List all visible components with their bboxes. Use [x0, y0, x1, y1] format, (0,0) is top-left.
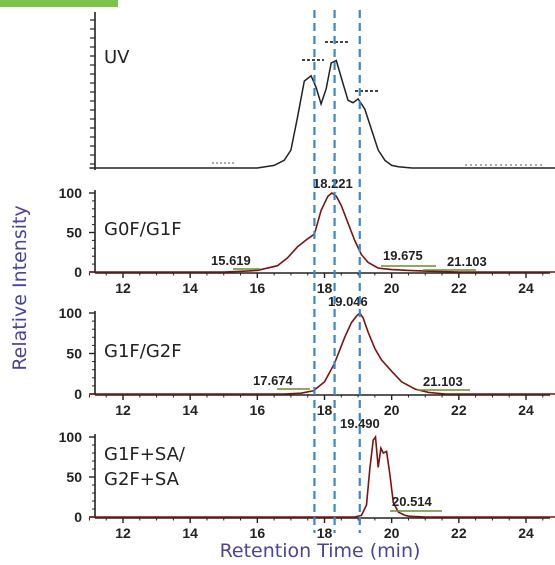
x-tick-label: 24 — [518, 402, 534, 418]
panel-g1f-sa: 12 14 16 18 20 22 24 0 50 100 G1F+SA/G2F+SA 19.49… — [59, 416, 555, 541]
y-tick-label: 50 — [66, 225, 82, 241]
x-tick-label: 20 — [384, 525, 400, 541]
p3-peak-label-main: 19.046 — [328, 294, 368, 309]
y-tick-label: 100 — [59, 305, 83, 321]
x-tick-label: 12 — [115, 525, 131, 541]
p4-peak-label-a: 20.514 — [392, 494, 433, 509]
x-tick-label: 16 — [250, 280, 266, 296]
x-tick-label: 16 — [250, 525, 266, 541]
x-axis-title: Retention Time (min) — [220, 540, 421, 562]
x-tick-label: 20 — [384, 280, 400, 296]
p4-ticks: 12 14 16 18 20 22 24 0 50 100 — [59, 429, 544, 541]
y-tick-label: 0 — [74, 264, 82, 280]
panel-uv: UV — [89, 12, 555, 170]
y-tick-label: 50 — [66, 469, 82, 485]
p2-peak-label-b: 19.675 — [383, 248, 423, 263]
x-tick-label: 18 — [317, 280, 333, 296]
uv-panel-label: UV — [104, 47, 130, 68]
p4-panel-label-line: G2F+SA — [104, 469, 180, 490]
y-tick-label: 0 — [74, 386, 82, 402]
x-tick-label: 14 — [182, 525, 198, 541]
x-tick-label: 16 — [250, 402, 266, 418]
y-tick-label: 0 — [74, 509, 82, 525]
p2-peak-label-a: 15.619 — [211, 253, 251, 268]
x-tick-label: 12 — [115, 402, 131, 418]
x-tick-label: 22 — [451, 280, 467, 296]
y-tick-label: 100 — [59, 429, 83, 445]
p4-panel-label: G1F+SA/G2F+SA — [104, 444, 186, 490]
p2-panel-label: G0F/G1F — [104, 219, 182, 240]
p3-panel-label: G1F/G2F — [104, 341, 182, 362]
x-tick-label: 24 — [518, 280, 534, 296]
p4-trace — [89, 434, 555, 518]
x-tick-label: 18 — [317, 525, 333, 541]
x-tick-label: 22 — [451, 525, 467, 541]
p2-peak-label-c: 21.103 — [447, 254, 487, 269]
x-tick-label: 20 — [384, 402, 400, 418]
p3-peak-label-b: 21.103 — [423, 374, 463, 389]
panel-g0f-g1f: 12 14 16 18 20 22 24 0 50 100 G0F/G1F 18.221 15.6… — [59, 176, 555, 296]
x-tick-label: 24 — [518, 525, 534, 541]
x-tick-label: 14 — [182, 280, 198, 296]
uv-trace — [89, 59, 555, 169]
uv-y-ticks — [90, 19, 95, 165]
y-tick-label: 50 — [66, 346, 82, 362]
x-tick-label: 22 — [451, 402, 467, 418]
y-axis-title: Relative Intensity — [9, 205, 31, 370]
p3-peak-label-a: 17.674 — [253, 373, 294, 388]
p2-ticks: 12 14 16 18 20 22 24 0 50 100 — [59, 185, 544, 296]
p4-peak-label-main: 19.490 — [340, 416, 380, 431]
x-tick-label: 12 — [115, 280, 131, 296]
panel-g1f-g2f: 12 14 16 18 20 22 24 0 50 100 G1F/G2F 19.046 17.6… — [59, 294, 555, 418]
p4-panel-label-line: G1F+SA/ — [104, 444, 186, 465]
x-tick-label: 14 — [182, 402, 198, 418]
uv-peak-markers — [212, 41, 545, 166]
accent-bar — [0, 0, 118, 7]
x-tick-label: 18 — [317, 402, 333, 418]
guide-lines — [313, 10, 361, 533]
y-tick-label: 100 — [59, 185, 83, 201]
p2-peak-label-main: 18.221 — [313, 176, 353, 191]
